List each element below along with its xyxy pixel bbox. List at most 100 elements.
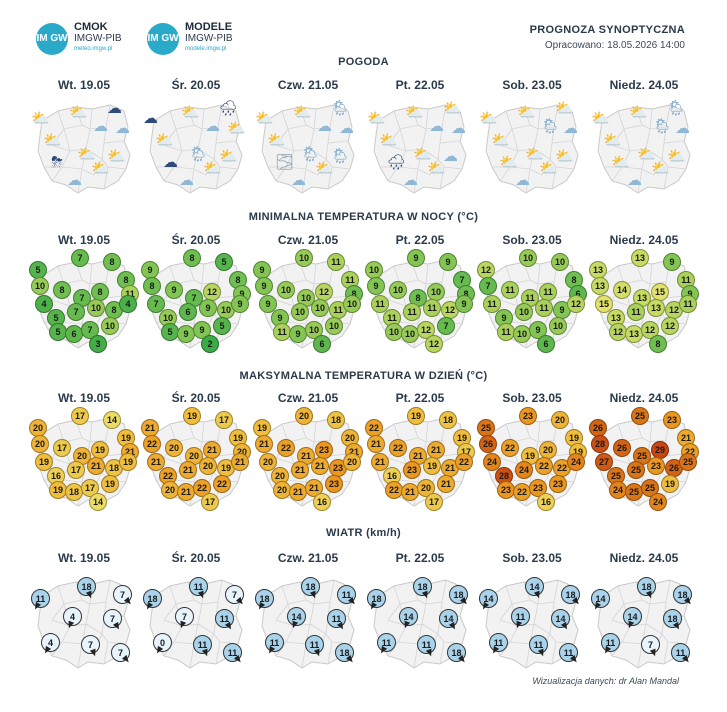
wind-speed-dot: 11 xyxy=(189,577,208,600)
wind-speed-value: 7 xyxy=(231,589,237,600)
wind-speed-value: 11 xyxy=(197,639,208,650)
wind-speed-dot: 7 xyxy=(113,585,134,607)
tmax-value-dot: 20 xyxy=(343,453,361,471)
tmin-value-dot: 10 xyxy=(101,317,119,335)
wind-speed-dot: 11 xyxy=(417,635,436,658)
wind-speed-dot: 14 xyxy=(439,609,458,631)
tmax-value-dot: 20 xyxy=(165,439,183,457)
wind-speed-value: 7 xyxy=(109,613,115,624)
tmin-value-dot: 4 xyxy=(35,295,53,313)
tmin-value-dot: 7 xyxy=(71,249,89,267)
tmax-value-dot: 22 xyxy=(389,439,407,457)
tmin-map: 5 7 8 8 11 10 4 8 7 8 5 7 10 8 4 5 6 7 10 3 xyxy=(28,249,140,353)
tmax-map: 26 25 23 21 22 28 27 26 25 29 25 25 23 26 25 24 25 25 19 24 xyxy=(588,407,700,511)
wind-speed-dot: 11 xyxy=(377,633,396,655)
tmax-value-dot: 21 xyxy=(371,453,389,471)
tmax-value-dot: 23 xyxy=(647,457,665,475)
tmin-value-dot: 13 xyxy=(647,299,665,317)
wind-speed-value: 4 xyxy=(47,637,53,648)
tmin-day-label: Niedz. 24.05 xyxy=(609,233,679,247)
cloudy-icon: ☁ xyxy=(443,148,458,165)
cloudy-icon: ☁ xyxy=(563,120,578,137)
tmin-value-dot: 10 xyxy=(549,317,567,335)
issued-timestamp: Opracowano: 18.05.2026 14:00 xyxy=(544,40,685,51)
tmin-value-dot: 6 xyxy=(537,335,555,353)
partly-cloudy-icon: ⛅ xyxy=(629,104,648,121)
wind-speed-value: 18 xyxy=(641,581,652,592)
wind-speed-dot: 18 xyxy=(367,589,386,611)
wind-speed-dot: 14 xyxy=(623,607,642,630)
wind-speed-value: 14 xyxy=(443,613,454,624)
cloudy-icon: ☁ xyxy=(339,120,354,137)
dark-cloud-icon: ☁ xyxy=(107,100,122,117)
partly-cloudy-icon: ⛅ xyxy=(405,104,424,121)
tmin-value-dot: 10 xyxy=(551,253,569,271)
partly-cloudy-icon: ⛅ xyxy=(181,104,200,121)
wind-speed-value: 11 xyxy=(309,639,320,650)
tmin-value-dot: 10 xyxy=(343,295,361,313)
weather-section-title: POGODA xyxy=(338,56,389,68)
wind-speed-value: 11 xyxy=(563,647,574,658)
tmin-value-dot: 12 xyxy=(203,283,221,301)
cmok-org: IMGW-PIB xyxy=(74,33,122,44)
wind-speed-value: 11 xyxy=(219,613,230,624)
tmin-value-dot: 9 xyxy=(663,253,681,271)
tmin-value-dot: 11 xyxy=(501,281,519,299)
wind-speed-value: 18 xyxy=(667,613,678,624)
tmax-day-label: Niedz. 24.05 xyxy=(609,391,679,405)
wind-speed-dot: 14 xyxy=(551,609,570,631)
tmax-value-dot: 23 xyxy=(403,461,421,479)
tmax-value-dot: 22 xyxy=(501,439,519,457)
partly-cloudy-icon: ⛅ xyxy=(491,132,510,149)
partly-cloudy-icon: ⛅ xyxy=(77,146,96,163)
partly-cloudy-icon: ⛅ xyxy=(651,160,670,177)
wind-speed-dot: 11 xyxy=(305,635,324,658)
wind-speed-dot: 7 xyxy=(225,585,246,607)
wind-speed-dot: 11 xyxy=(327,609,346,631)
cloudy-icon: ☁ xyxy=(115,120,130,137)
tmax-value-dot: 20 xyxy=(551,411,569,429)
tmin-value-dot: 11 xyxy=(483,295,501,313)
wind-day-label: Czw. 21.05 xyxy=(277,551,339,565)
tmax-value-dot: 18 xyxy=(327,411,345,429)
wind-speed-dot: 14 xyxy=(479,589,498,611)
tmin-value-dot: 15 xyxy=(595,295,613,313)
tmin-value-dot: 11 xyxy=(521,289,539,307)
wind-speed-value: 18 xyxy=(417,581,428,592)
tmax-value-dot: 19 xyxy=(119,453,137,471)
wind-speed-dot: 11 xyxy=(529,635,548,658)
dark-cloud-icon: ☁ xyxy=(143,110,158,127)
tmax-value-dot: 19 xyxy=(183,407,201,425)
poland-outline xyxy=(261,104,355,194)
partly-cloudy-icon: ⛅ xyxy=(427,160,446,177)
tmin-value-dot: 10 xyxy=(311,299,329,317)
tmin-value-dot: 10 xyxy=(31,277,49,295)
tmin-map: 9 8 5 8 9 8 7 9 7 12 10 6 9 10 9 5 9 9 5 2 xyxy=(140,249,252,353)
tmin-value-dot: 9 xyxy=(529,321,547,339)
tmax-section-title: MAKSYMALNA TEMPERATURA W DZIEŃ (°C) xyxy=(239,370,488,382)
wind-speed-dot: 11 xyxy=(601,633,620,655)
tmin-value-dot: 7 xyxy=(147,295,165,313)
wind-speed-value: 11 xyxy=(193,581,204,592)
weather-map: ⛅ ⛅ ⛅ ☁ ☁ ⛅ 🌧 ⛅ ⛅ ☁ ☁ xyxy=(364,97,476,197)
tmin-value-dot: 11 xyxy=(535,299,553,317)
tmax-value-dot: 24 xyxy=(567,453,585,471)
partly-cloudy-icon: ⛅ xyxy=(667,148,686,165)
fog-icon: 🌫 xyxy=(275,154,295,171)
cloudy-icon: ☁ xyxy=(67,172,82,189)
partly-cloudy-icon: ⛅ xyxy=(91,160,110,177)
wind-speed-dot: 11 xyxy=(559,643,580,665)
tmax-value-dot: 27 xyxy=(595,453,613,471)
wind-speed-value: 18 xyxy=(147,593,158,604)
modele-name: MODELE xyxy=(185,21,233,33)
wind-speed-dot: 0 xyxy=(153,633,172,655)
tmin-value-dot: 12 xyxy=(425,335,443,353)
wind-speed-dot: 11 xyxy=(511,607,530,630)
weather-map: ⛅ ⛅ ⛅ 🌦 ☁ ⛅ ⛅ ⛅ ⛅ ⛅ ☁ xyxy=(476,97,588,197)
title-block: PROGNOZA SYNOPTYCZNA Opracowano: 18.05.2… xyxy=(530,24,685,51)
tmax-map: 25 23 20 19 19 26 24 22 19 20 28 24 22 22 24 23 22 23 23 16 xyxy=(476,407,588,511)
tmin-value-dot: 4 xyxy=(119,295,137,313)
tmin-value-dot: 12 xyxy=(661,317,679,335)
poland-outline xyxy=(37,104,131,194)
poland-outline xyxy=(597,104,691,194)
